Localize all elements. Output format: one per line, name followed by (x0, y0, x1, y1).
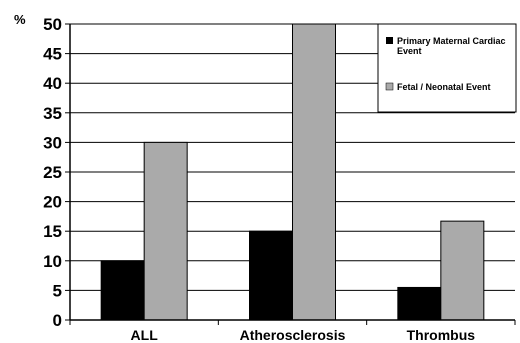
y-tick-label: 45 (43, 45, 62, 64)
y-tick-label: 0 (53, 311, 62, 330)
legend-box (377, 23, 517, 113)
y-tick-label: 40 (43, 74, 62, 93)
bar-fetal-atherosclerosis (292, 23, 336, 321)
y-tick-label: 25 (43, 163, 62, 182)
axes (69, 24, 515, 321)
x-category-label: ALL (131, 327, 159, 343)
x-category-labels: ALL Atherosclerosis Thrombus (131, 327, 476, 343)
y-tick-labels: 0 5 10 15 20 25 30 35 40 45 50 (43, 15, 62, 330)
y-tick-label: 30 (43, 133, 62, 152)
y-tick-label: 50 (43, 15, 62, 34)
legend-swatch-maternal (386, 37, 393, 44)
bar-maternal-thrombus (397, 286, 442, 321)
x-category-label: Atherosclerosis (240, 327, 346, 343)
bars (100, 23, 485, 321)
y-tick-label: 15 (43, 222, 62, 241)
y-tick-label: 5 (53, 281, 62, 300)
legend-label-maternal: Primary Maternal Cardiac Event (397, 36, 508, 56)
legend-label-fetal: Fetal / Neonatal Event (397, 82, 491, 92)
y-tick-label: 35 (43, 104, 62, 123)
bar-fetal-all (143, 141, 188, 321)
x-category-label: Thrombus (407, 327, 476, 343)
bar-fetal-thrombus (440, 220, 485, 321)
y-unit-label: % (14, 12, 26, 27)
legend-swatch-fetal (385, 82, 394, 91)
bar-maternal-atherosclerosis (249, 230, 293, 321)
y-tick-label: 10 (43, 252, 62, 271)
bar-maternal-all (100, 260, 145, 321)
legend: Primary Maternal Cardiac Event Fetal / N… (377, 23, 517, 113)
y-tick-label: 20 (43, 193, 62, 212)
